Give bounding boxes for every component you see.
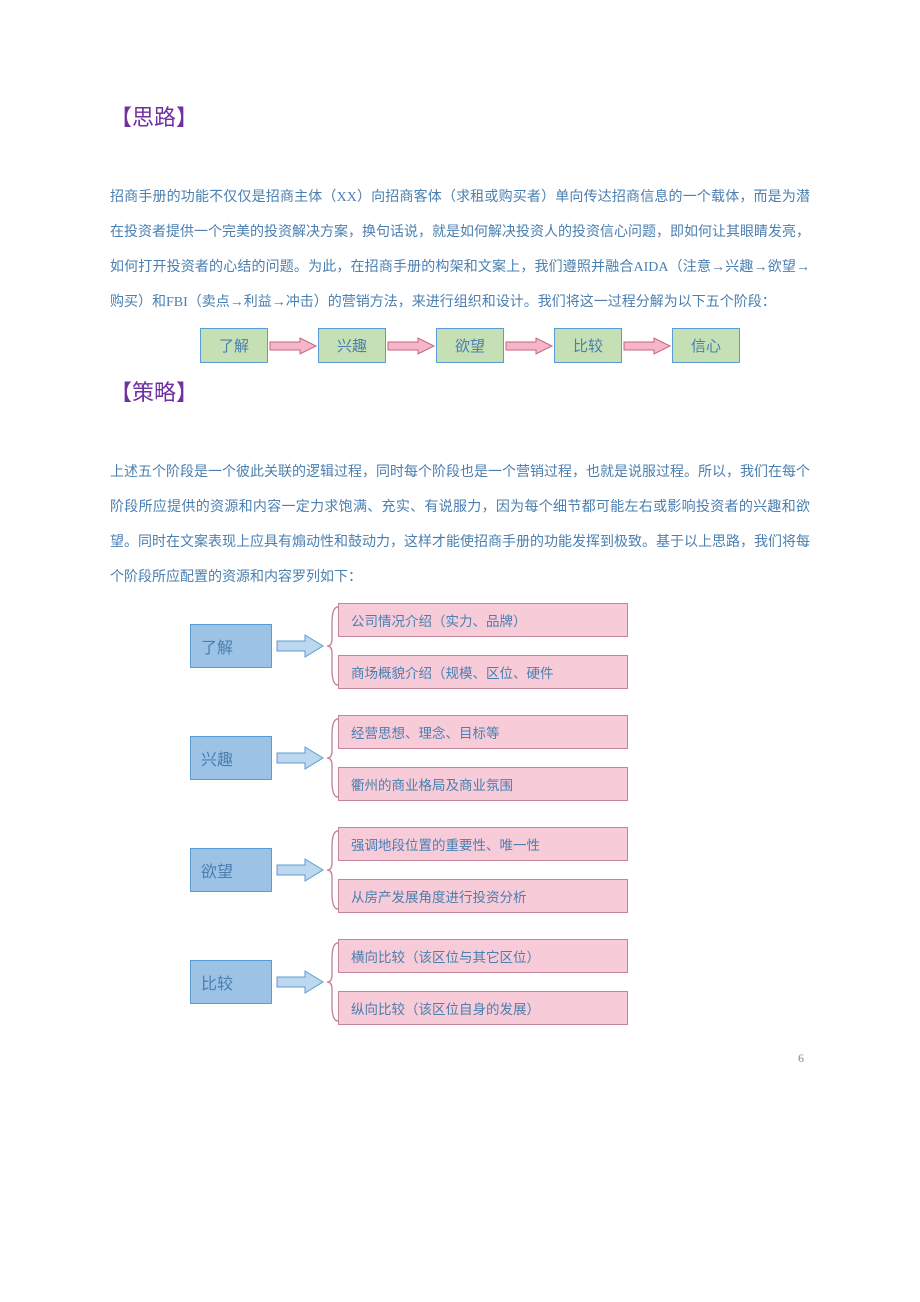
flow-arrow-icon — [504, 337, 554, 355]
bracket-icon — [326, 939, 340, 1025]
stage-row: 比较 横向比较（该区位与其它区位） 纵向比较（该区位自身的发展） — [190, 939, 810, 1025]
detail-box: 纵向比较（该区位自身的发展） — [338, 991, 628, 1025]
stage-details: 强调地段位置的重要性、唯一性从房产发展角度进行投资分析 — [328, 827, 628, 913]
section2-paragraph: 上述五个阶段是一个彼此关联的逻辑过程，同时每个阶段也是一个营销过程，也就是说服过… — [110, 455, 810, 595]
detail-box: 经营思想、理念、目标等 — [338, 715, 628, 749]
flow-box: 比较 — [554, 328, 622, 363]
stage-arrow-wrap — [272, 939, 328, 1025]
flow-box: 兴趣 — [318, 328, 386, 363]
flow-arrow-icon — [268, 337, 318, 355]
flow-box: 欲望 — [436, 328, 504, 363]
stages-diagram: 了解 公司情况介绍（实力、品牌） 商场概貌介绍（规模、区位、硬件兴趣 经营思想、理念、… — [190, 603, 810, 1025]
stage-arrow-wrap — [272, 603, 328, 689]
detail-box: 从房产发展角度进行投资分析 — [338, 879, 628, 913]
stage-row: 了解 公司情况介绍（实力、品牌） 商场概貌介绍（规模、区位、硬件 — [190, 603, 810, 689]
detail-box: 横向比较（该区位与其它区位） — [338, 939, 628, 973]
section1-paragraph: 招商手册的功能不仅仅是招商主体（XX）向招商客体（求租或购买者）单向传达招商信息… — [110, 180, 810, 320]
stage-box: 兴趣 — [190, 736, 272, 780]
stage-arrow-icon — [275, 857, 325, 883]
stage-arrow-wrap — [272, 715, 328, 801]
section1-heading: 【思路】 — [110, 100, 810, 132]
stage-details: 横向比较（该区位与其它区位） 纵向比较（该区位自身的发展） — [328, 939, 628, 1025]
flow-arrow-icon — [386, 337, 436, 355]
flow-box: 信心 — [672, 328, 740, 363]
stage-box: 比较 — [190, 960, 272, 1004]
bracket-icon — [326, 715, 340, 801]
stage-arrow-icon — [275, 633, 325, 659]
flow-arrow-icon — [622, 337, 672, 355]
flow-box: 了解 — [200, 328, 268, 363]
bracket-icon — [326, 603, 340, 689]
stage-arrow-wrap — [272, 827, 328, 913]
stage-details: 公司情况介绍（实力、品牌） 商场概貌介绍（规模、区位、硬件 — [328, 603, 628, 689]
flow-diagram: 了解 兴趣 欲望 比较 信心 — [110, 328, 810, 363]
detail-box: 商场概貌介绍（规模、区位、硬件 — [338, 655, 628, 689]
stage-box: 了解 — [190, 624, 272, 668]
bracket-icon — [326, 827, 340, 913]
page-number: 6 — [110, 1051, 810, 1066]
detail-box: 衢州的商业格局及商业氛围 — [338, 767, 628, 801]
stage-row: 欲望 强调地段位置的重要性、唯一性从房产发展角度进行投资分析 — [190, 827, 810, 913]
stage-details: 经营思想、理念、目标等衢州的商业格局及商业氛围 — [328, 715, 628, 801]
detail-box: 公司情况介绍（实力、品牌） — [338, 603, 628, 637]
stage-arrow-icon — [275, 745, 325, 771]
stage-box: 欲望 — [190, 848, 272, 892]
section2-heading: 【策略】 — [110, 375, 810, 407]
stage-row: 兴趣 经营思想、理念、目标等衢州的商业格局及商业氛围 — [190, 715, 810, 801]
stage-arrow-icon — [275, 969, 325, 995]
detail-box: 强调地段位置的重要性、唯一性 — [338, 827, 628, 861]
